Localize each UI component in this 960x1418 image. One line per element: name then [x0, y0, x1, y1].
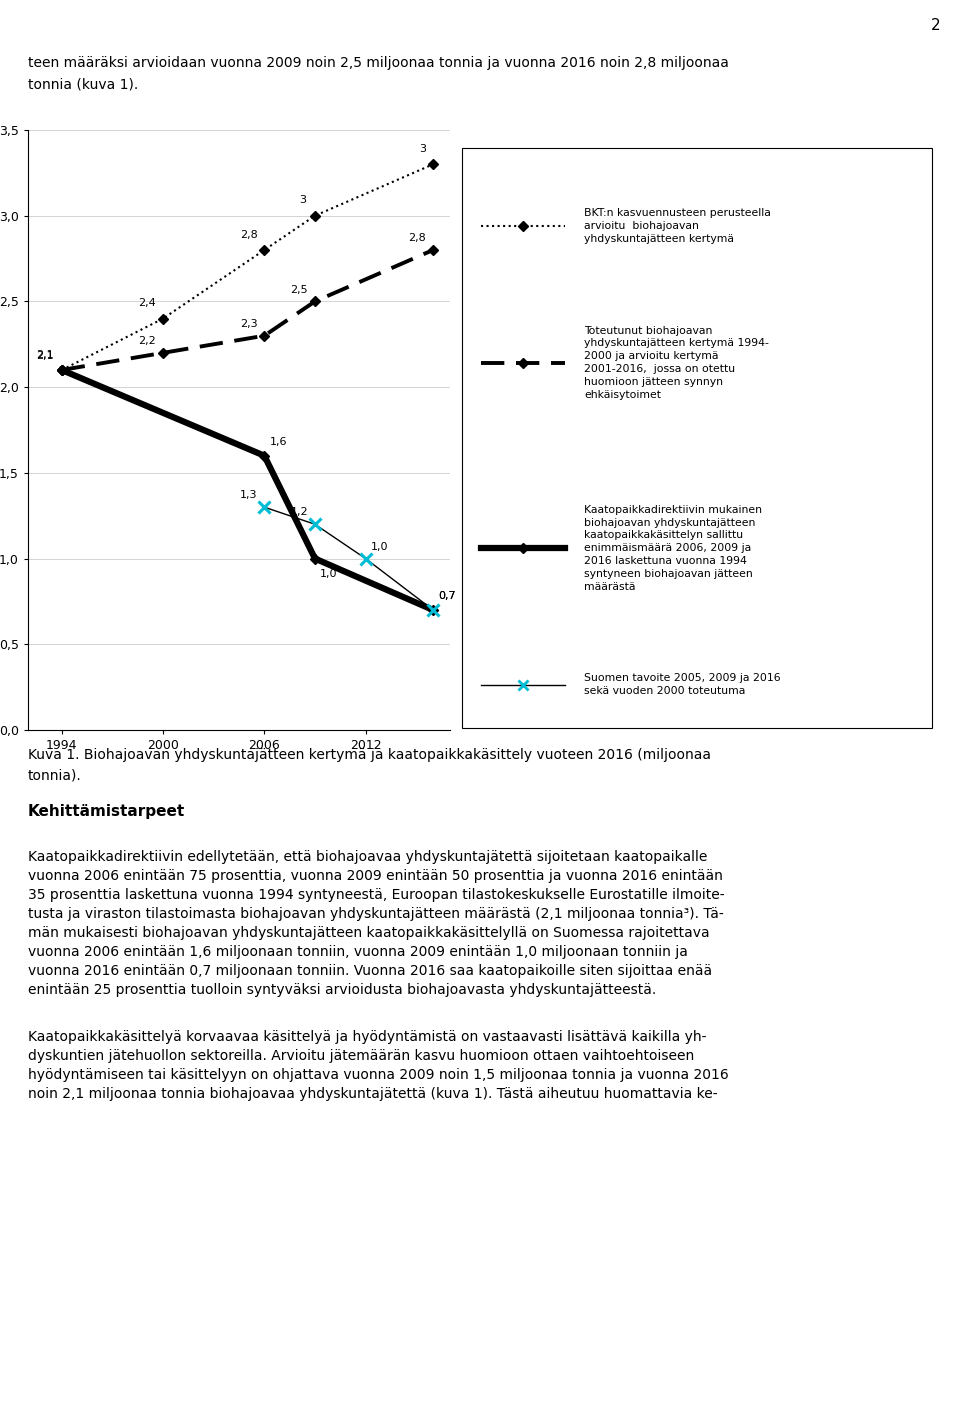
Text: Toteutunut biohajoavan
yhdyskuntajätteen kertymä 1994-
2000 ja arvioitu kertymä
: Toteutunut biohajoavan yhdyskuntajätteen…: [585, 326, 769, 400]
Text: 2,8: 2,8: [240, 230, 257, 240]
Text: 1,0: 1,0: [371, 542, 388, 552]
Text: Kuva 1. Biohajoavan yhdyskuntajätteen kertymä ja kaatopaikkakäsittely vuoteen 20: Kuva 1. Biohajoavan yhdyskuntajätteen ke…: [28, 749, 711, 761]
Text: hyödyntämiseen tai käsittelyyn on ohjattava vuonna 2009 noin 1,5 miljoonaa tonni: hyödyntämiseen tai käsittelyyn on ohjatt…: [28, 1068, 729, 1082]
Text: enintään 25 prosenttia tuolloin syntyväksi arvioidusta biohajoavasta yhdyskuntaj: enintään 25 prosenttia tuolloin syntyväk…: [28, 983, 657, 997]
Text: noin 2,1 miljoonaa tonnia biohajoavaa yhdyskuntajätettä (kuva 1). Tästä aiheutuu: noin 2,1 miljoonaa tonnia biohajoavaa yh…: [28, 1088, 718, 1100]
Text: 3: 3: [300, 196, 306, 206]
Text: BKT:n kasvuennusteen perusteella
arvioitu  biohajoavan
yhdyskuntajätteen kertymä: BKT:n kasvuennusteen perusteella arvioit…: [585, 208, 771, 244]
Text: 1,3: 1,3: [240, 491, 257, 501]
Text: 2: 2: [930, 18, 940, 33]
Text: 2,5: 2,5: [291, 285, 308, 295]
Text: 2,8: 2,8: [409, 233, 426, 242]
Text: 2,1: 2,1: [36, 352, 54, 362]
Text: tusta ja viraston tilastoimasta biohajoavan yhdyskuntajätteen määrästä (2,1 milj: tusta ja viraston tilastoimasta biohajoa…: [28, 908, 724, 922]
Text: Suomen tavoite 2005, 2009 ja 2016
sekä vuoden 2000 toteutuma: Suomen tavoite 2005, 2009 ja 2016 sekä v…: [585, 674, 780, 696]
Text: 3: 3: [420, 145, 426, 155]
Text: teen määräksi arvioidaan vuonna 2009 noin 2,5 miljoonaa tonnia ja vuonna 2016 no: teen määräksi arvioidaan vuonna 2009 noi…: [28, 55, 729, 69]
Text: 0,7: 0,7: [438, 591, 456, 601]
Text: 2,2: 2,2: [138, 336, 156, 346]
Text: män mukaisesti biohajoavan yhdyskuntajätteen kaatopaikkakäsittelyllä on Suomessa: män mukaisesti biohajoavan yhdyskuntajät…: [28, 926, 709, 940]
Text: 1,6: 1,6: [270, 437, 287, 447]
Text: Kaatopaikkadirektiivin mukainen
biohajoavan yhdyskuntajätteen
kaatopaikkakäsitte: Kaatopaikkadirektiivin mukainen biohajoa…: [585, 505, 762, 591]
Text: 0,7: 0,7: [438, 591, 455, 601]
Text: 2,1: 2,1: [36, 350, 54, 360]
Text: tonnia).: tonnia).: [28, 769, 82, 781]
Text: 1,2: 1,2: [291, 508, 308, 518]
Text: vuonna 2016 enintään 0,7 miljoonaan tonniin. Vuonna 2016 saa kaatopaikoille site: vuonna 2016 enintään 0,7 miljoonaan tonn…: [28, 964, 712, 978]
Text: 2,3: 2,3: [240, 319, 257, 329]
Text: Kehittämistarpeet: Kehittämistarpeet: [28, 804, 185, 820]
Text: Kaatopaikkakäsittelyä korvaavaa käsittelyä ja hyödyntämistä on vastaavasti lisät: Kaatopaikkakäsittelyä korvaavaa käsittel…: [28, 1029, 707, 1044]
Text: vuonna 2006 enintään 75 prosenttia, vuonna 2009 enintään 50 prosenttia ja vuonna: vuonna 2006 enintään 75 prosenttia, vuon…: [28, 869, 723, 883]
Text: tonnia (kuva 1).: tonnia (kuva 1).: [28, 78, 138, 92]
Text: dyskuntien jätehuollon sektoreilla. Arvioitu jätemäärän kasvu huomioon ottaen va: dyskuntien jätehuollon sektoreilla. Arvi…: [28, 1049, 694, 1064]
Text: 35 prosenttia laskettuna vuonna 1994 syntyneestä, Euroopan tilastokeskukselle Eu: 35 prosenttia laskettuna vuonna 1994 syn…: [28, 888, 725, 902]
Text: vuonna 2006 enintään 1,6 miljoonaan tonniin, vuonna 2009 enintään 1,0 miljoonaan: vuonna 2006 enintään 1,6 miljoonaan tonn…: [28, 944, 688, 959]
Text: 2,4: 2,4: [138, 298, 156, 308]
Text: 1,0: 1,0: [320, 569, 338, 579]
Text: Kaatopaikkadirektiivin edellytetään, että biohajoavaa yhdyskuntajätettä sijoitet: Kaatopaikkadirektiivin edellytetään, ett…: [28, 849, 708, 864]
